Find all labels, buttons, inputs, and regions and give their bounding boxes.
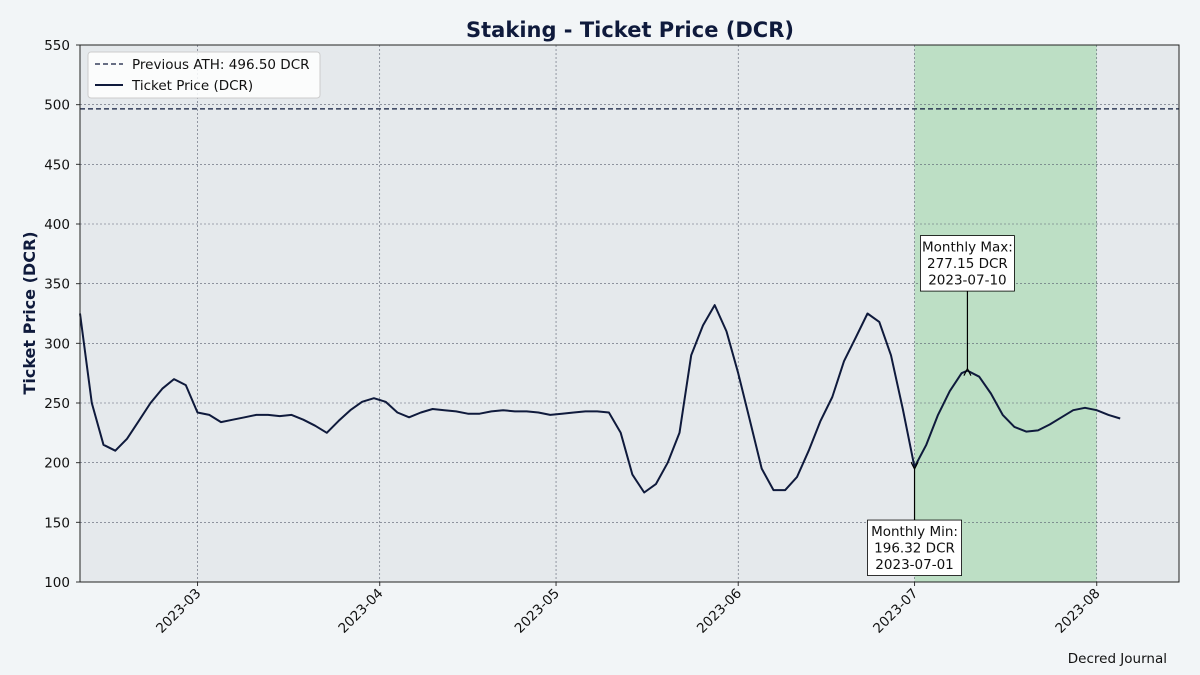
y-tick-label: 400 (44, 217, 70, 233)
annotation-text: 2023-07-10 (928, 273, 1006, 289)
series-line (79, 304, 1121, 494)
annotation-arrowhead (910, 461, 919, 471)
annotation-text: Monthly Min: (871, 524, 958, 540)
y-axis-label: Ticket Price (DCR) (20, 231, 39, 394)
legend-label: Ticket Price (DCR) (131, 78, 253, 94)
plot-frame (79, 44, 1180, 583)
legend-label: Previous ATH: 496.50 DCR (132, 57, 310, 73)
y-tick-label: 300 (44, 336, 70, 352)
y-tick-label: 350 (44, 277, 70, 293)
annotation-text: 277.15 DCR (927, 256, 1008, 272)
source: Decred Journal (1068, 651, 1167, 667)
legend-box (87, 51, 321, 99)
y-tick-label: 550 (44, 38, 70, 54)
annotation-box (920, 235, 1015, 292)
annotation-text: 2023-07-01 (875, 557, 953, 573)
chart-title: Staking - Ticket Price (DCR) (466, 18, 794, 42)
annotation-box (867, 519, 962, 576)
y-tick-label: 100 (44, 575, 70, 591)
annotation-arrowhead (963, 367, 972, 376)
y-tick-label: 500 (44, 98, 70, 114)
annotation-text: 196.32 DCR (874, 541, 955, 557)
y-tick-label: 200 (44, 456, 70, 472)
annotation-text: Monthly Max: (922, 240, 1013, 256)
y-tick-label: 150 (44, 515, 70, 531)
highlight-band (914, 45, 1097, 582)
y-tick-label: 450 (44, 157, 70, 173)
y-tick-label: 250 (44, 396, 70, 412)
